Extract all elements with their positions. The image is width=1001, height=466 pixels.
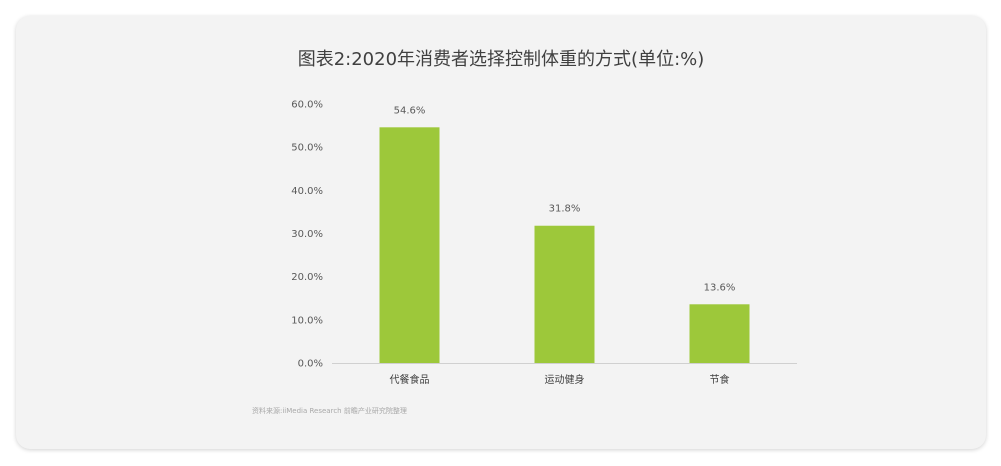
data-label: 31.8%: [549, 204, 581, 215]
y-tick-label: 40.0%: [291, 186, 323, 197]
y-tick-label: 60.0%: [291, 100, 323, 111]
category-label: 代餐食品: [390, 373, 430, 386]
y-tick-label: 10.0%: [291, 315, 323, 326]
data-label: 13.6%: [704, 282, 736, 293]
category-label: 运动健身: [545, 373, 585, 386]
chart-title: 图表2:2020年消费者选择控制体重的方式(单位:%): [297, 49, 705, 70]
category-label: 节食: [710, 373, 730, 386]
bar: [379, 127, 440, 363]
data-label: 54.6%: [394, 105, 426, 116]
y-tick-label: 20.0%: [291, 272, 323, 283]
y-tick-label: 30.0%: [291, 229, 323, 240]
bar: [689, 304, 750, 363]
y-tick-label: 50.0%: [291, 143, 323, 154]
bar: [534, 225, 595, 363]
source-note: 资料来源:iiMedia Research 前瞻产业研究院整理: [252, 407, 407, 415]
y-tick-label: 0.0%: [298, 359, 323, 370]
chart-card: 图表2:2020年消费者选择控制体重的方式(单位:%) 资料来源:iiMedia…: [16, 16, 986, 449]
